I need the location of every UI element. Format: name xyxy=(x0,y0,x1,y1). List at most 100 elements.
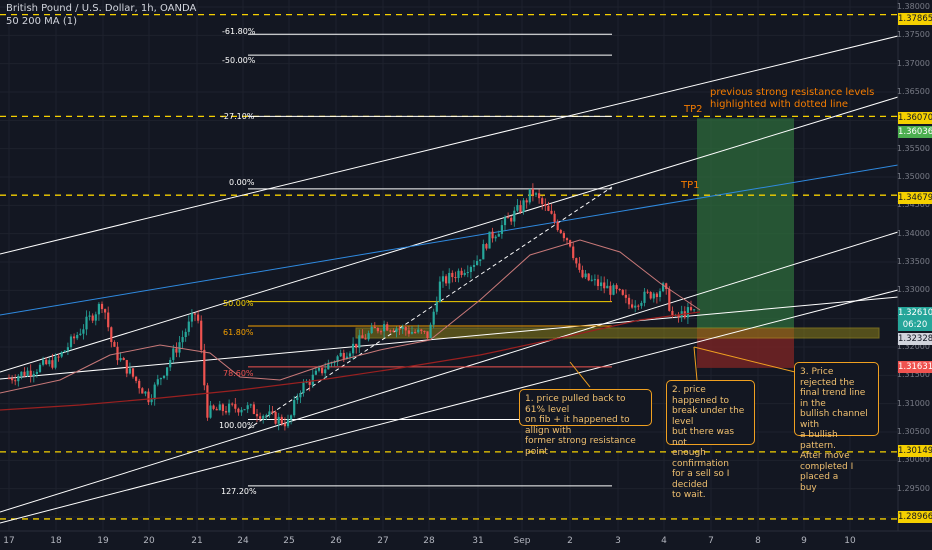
candle-body xyxy=(119,358,122,361)
price-tick: 1.35000 xyxy=(896,172,930,181)
channel-midline xyxy=(0,164,899,316)
candle-body xyxy=(482,244,485,260)
ma200-line xyxy=(0,311,701,411)
candle-body xyxy=(392,330,395,332)
candle-body xyxy=(308,381,311,385)
candle-body xyxy=(364,338,367,340)
annotation-note-3[interactable]: 3. Price rejected the final trend line i… xyxy=(794,362,879,493)
candle-body xyxy=(54,356,57,368)
fib-label: -61.80% xyxy=(222,27,256,36)
candle-body xyxy=(249,404,252,406)
candle-body xyxy=(441,276,445,282)
candle-body xyxy=(234,404,237,409)
candle-body xyxy=(104,309,107,313)
candle-body xyxy=(255,413,259,417)
time-tick: 9 xyxy=(801,536,807,546)
candle-body xyxy=(435,301,438,312)
fib-label: 78.60% xyxy=(223,369,254,378)
ma50-line xyxy=(0,239,701,394)
candle-body xyxy=(135,376,138,381)
candle-body xyxy=(336,356,339,362)
candle-body xyxy=(401,327,404,329)
candle-body xyxy=(525,200,528,203)
candle-body xyxy=(203,349,206,386)
arrow-line xyxy=(693,346,698,381)
candle-body xyxy=(48,360,51,365)
candle-body xyxy=(367,333,370,340)
candle-body xyxy=(35,371,38,374)
candle-body xyxy=(153,384,156,400)
candle-body xyxy=(627,297,631,305)
candle-body xyxy=(479,259,482,262)
candle-body xyxy=(662,283,665,292)
candle-body xyxy=(110,327,113,343)
candle-body xyxy=(609,285,612,295)
time-tick: 7 xyxy=(708,536,714,546)
time-tick: 25 xyxy=(283,536,295,546)
candle-body xyxy=(376,328,379,332)
time-tick: 28 xyxy=(423,536,435,546)
candle-body xyxy=(379,331,383,333)
price-label: 1.32610 xyxy=(898,307,932,319)
channel-line xyxy=(0,96,899,373)
candle-body xyxy=(73,336,76,339)
time-tick: 24 xyxy=(237,536,249,546)
candle-body xyxy=(547,205,550,211)
candle-body xyxy=(463,272,466,275)
candle-body xyxy=(559,230,562,234)
resistance-note: previous strong resistance levels highli… xyxy=(710,87,875,110)
candle-body xyxy=(138,380,141,389)
candle-body xyxy=(262,415,265,419)
candle-body xyxy=(290,415,293,420)
candle-body xyxy=(389,330,392,332)
candle-body xyxy=(420,329,423,331)
symbol-title[interactable]: British Pound / U.S. Dollar, 1h, OANDA xyxy=(6,3,197,14)
time-tick: 26 xyxy=(330,536,342,546)
candle-body xyxy=(299,393,302,398)
candle-body xyxy=(268,411,271,416)
support-zone xyxy=(355,327,880,339)
candle-body xyxy=(472,265,476,267)
annotation-note-2[interactable]: 2. price happened to break under the lev… xyxy=(666,380,755,500)
fib-label: 127.20% xyxy=(221,487,257,496)
fib-label: -27.10% xyxy=(221,112,255,121)
candle-body xyxy=(665,283,668,290)
price-label: 1.37865 xyxy=(898,13,932,25)
candle-body xyxy=(26,370,29,376)
candle-body xyxy=(333,361,336,363)
candle-body xyxy=(94,314,97,321)
price-label: 1.34679 xyxy=(898,192,932,204)
candle-body xyxy=(311,374,314,385)
candle-body xyxy=(581,269,584,278)
candle-body xyxy=(407,330,410,334)
candle-body xyxy=(575,258,578,264)
candle-body xyxy=(590,279,593,281)
candle-body xyxy=(76,334,79,339)
candle-body xyxy=(175,348,178,353)
candle-body xyxy=(404,327,407,331)
candle-body xyxy=(432,311,435,325)
candle-body xyxy=(286,419,290,427)
candle-body xyxy=(274,411,277,424)
time-tick: 10 xyxy=(844,536,856,546)
candle-body xyxy=(342,352,345,359)
candle-body xyxy=(658,291,662,298)
fib-label: 0.00% xyxy=(229,178,255,187)
candle-body xyxy=(370,326,373,334)
candle-body xyxy=(283,423,286,427)
moving-averages xyxy=(0,239,701,411)
candle-body xyxy=(184,331,187,338)
indicator-legend[interactable]: 50 200 MA (1) xyxy=(6,16,77,27)
target-zone xyxy=(697,118,794,329)
price-tick: 1.37000 xyxy=(896,58,930,68)
candle-body xyxy=(85,316,88,330)
price-tick: 1.34500 xyxy=(896,200,930,210)
candle-body xyxy=(187,321,190,332)
candle-body xyxy=(494,236,497,239)
candle-body xyxy=(488,231,491,249)
candle-body xyxy=(327,363,330,370)
annotation-note-1[interactable]: 1. price pulled back to 61% level on fib… xyxy=(519,389,652,457)
candle-body xyxy=(640,302,643,306)
tp2-label: TP2 xyxy=(684,104,703,115)
